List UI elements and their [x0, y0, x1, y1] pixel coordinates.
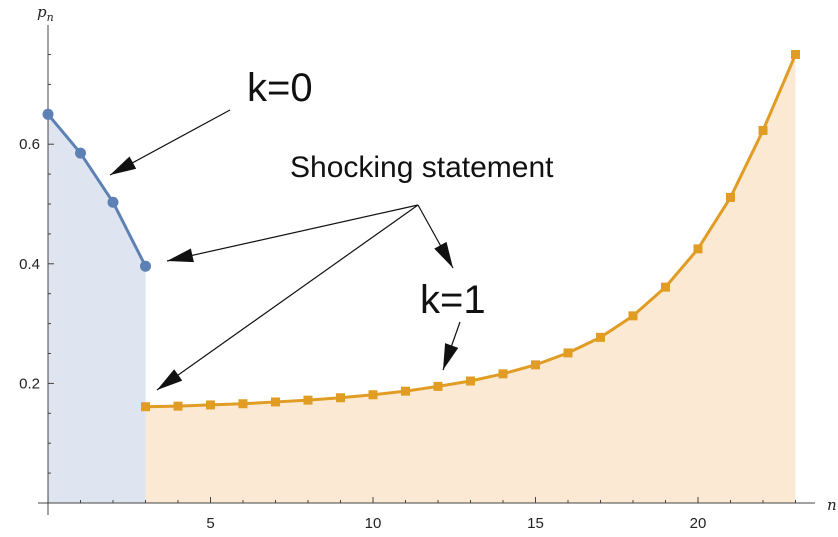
y-axis-label-sub: n — [47, 11, 54, 24]
data-point-k1 — [791, 50, 800, 59]
y-axis-label-var: p — [37, 3, 47, 21]
arrow-statement-k0-end-head — [167, 248, 194, 263]
data-point-k1 — [628, 311, 638, 321]
data-point-k1 — [141, 402, 150, 412]
x-tick-label: 5 — [206, 515, 214, 532]
arrow-statement-k0-end-shaft — [166, 204, 419, 262]
annotation-arrows — [109, 109, 461, 391]
data-point-k1 — [303, 395, 313, 405]
data-point-k1 — [368, 390, 378, 400]
data-point-k1 — [596, 332, 605, 342]
series-fill-k0 — [48, 114, 146, 504]
y-tick-label: 0.6 — [19, 136, 40, 153]
annotations: k=0 Shocking statement k=1 — [109, 66, 554, 391]
data-point-k1 — [401, 386, 410, 396]
arrow-k0-head — [110, 156, 137, 175]
arrow-statement-k1-label-head — [434, 241, 453, 268]
data-point-k1 — [173, 401, 183, 411]
y-tick-label: 0.4 — [19, 256, 40, 273]
y-tick-label: 0.2 — [19, 375, 40, 392]
data-point-k1 — [238, 399, 248, 409]
data-point-k1 — [531, 360, 540, 370]
data-point-k1 — [758, 125, 768, 135]
arrow-statement-k1-start-head — [157, 369, 183, 390]
x-tick-label: 15 — [527, 515, 544, 532]
data-point-k1 — [336, 393, 345, 403]
data-point-k1 — [563, 348, 573, 358]
data-point-k0 — [140, 260, 151, 272]
x-tick-label: 20 — [690, 515, 707, 532]
series-fills — [48, 54, 796, 504]
data-point-k1 — [433, 381, 443, 391]
arrow-k1-head — [443, 343, 459, 370]
x-ticks: 5 10 15 20 — [80, 497, 796, 532]
k0-label: k=0 — [247, 66, 313, 110]
statement-label: Shocking statement — [290, 151, 554, 184]
series-markers — [42, 50, 800, 412]
y-ticks: 0.2 0.4 0.6 — [19, 54, 54, 474]
data-point-k1 — [661, 282, 670, 292]
data-point-k0 — [42, 108, 54, 120]
data-point-k1 — [466, 376, 475, 386]
data-point-k1 — [206, 400, 215, 410]
y-axis-label: pn — [37, 3, 54, 24]
data-point-k1 — [271, 397, 280, 407]
series-fill-k1 — [145, 54, 796, 503]
data-point-k0 — [75, 147, 86, 159]
data-point-k0 — [107, 196, 119, 208]
arrow-statement-k1-start-shaft — [156, 204, 419, 391]
k1-label: k=1 — [420, 278, 486, 322]
axes: 5 10 15 20 0.20.40.6 n pn — [19, 3, 837, 532]
x-axis-label: n — [827, 496, 837, 514]
data-point-k1 — [498, 369, 508, 379]
data-point-k1 — [693, 244, 703, 254]
x-tick-label: 10 — [365, 515, 382, 532]
data-point-k1 — [726, 192, 735, 202]
series-line-k0 — [46, 113, 147, 267]
